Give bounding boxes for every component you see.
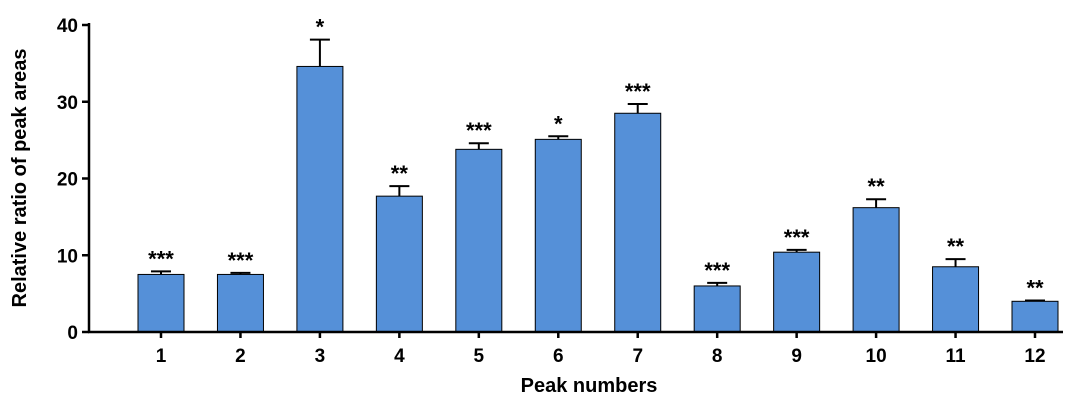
x-tick-label: 3	[315, 346, 326, 367]
x-tick-label: 6	[553, 346, 564, 367]
bar	[693, 285, 741, 333]
x-tick-label: 12	[1024, 346, 1045, 367]
x-tick-label: 10	[866, 346, 887, 367]
y-axis: 0 10 20 30 40	[57, 16, 91, 344]
x-tick-label: 11	[945, 346, 966, 367]
y-tick-label: 10	[57, 246, 78, 267]
x-axis: 1 2 3 4 5 6 7 8 9 10 11 12	[88, 330, 1063, 367]
significance-label: *	[316, 15, 325, 40]
bar	[773, 251, 821, 333]
bar	[534, 138, 582, 333]
significance-label: **	[1026, 276, 1044, 301]
x-tick-label: 7	[632, 346, 643, 367]
bar	[614, 112, 662, 333]
x-tick-label: 8	[712, 346, 723, 367]
bar	[455, 148, 503, 333]
significance-label: *	[554, 111, 563, 136]
significance-label: **	[947, 234, 965, 259]
bar	[216, 273, 264, 333]
significance-label: **	[391, 161, 409, 186]
significance-label: **	[868, 174, 886, 199]
significance-label: ***	[625, 79, 651, 104]
bar	[852, 207, 900, 333]
y-tick-label: 0	[67, 323, 78, 344]
y-tick-label: 40	[57, 16, 78, 37]
bar	[1011, 300, 1059, 333]
bar	[137, 273, 185, 333]
bars: *** ********* ****************	[137, 15, 1059, 333]
x-tick-label: 2	[235, 346, 246, 367]
significance-label: ***	[148, 246, 174, 271]
x-tick-label: 4	[394, 346, 405, 367]
bar	[296, 65, 344, 333]
x-tick-label: 5	[474, 346, 485, 367]
significance-label: ***	[784, 225, 810, 250]
bar	[375, 195, 423, 333]
significance-label: ***	[466, 118, 492, 143]
y-tick-label: 20	[57, 170, 78, 191]
significance-label: ***	[704, 258, 730, 283]
y-tick-label: 30	[57, 93, 78, 114]
bar	[932, 266, 980, 333]
x-tick-label: 9	[791, 346, 802, 367]
y-axis-title: Relative ratio of peak areas	[9, 48, 31, 307]
significance-label: ***	[228, 248, 254, 273]
x-axis-title: Peak numbers	[521, 375, 658, 397]
x-tick-label: 1	[156, 346, 167, 367]
